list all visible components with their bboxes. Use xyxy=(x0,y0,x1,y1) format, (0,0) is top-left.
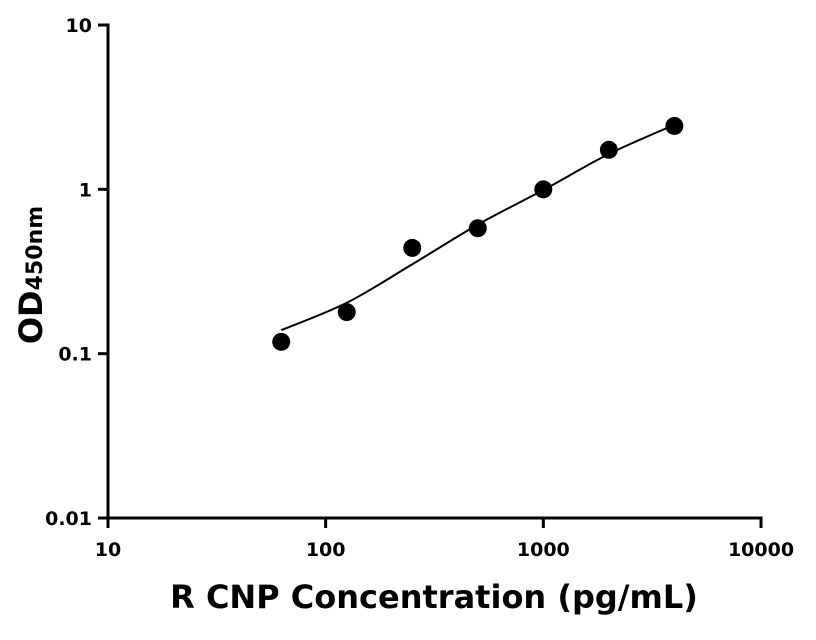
x-tick-label: 100 xyxy=(306,539,346,561)
y-axis-title-group: OD450nm xyxy=(12,206,50,344)
x-tick-label: 1000 xyxy=(517,539,570,561)
data-point xyxy=(468,219,487,238)
data-point xyxy=(337,303,356,322)
y-tick-label: 1 xyxy=(79,179,92,201)
y-tick-label: 10 xyxy=(66,15,92,37)
y-tick-label: 0.01 xyxy=(45,508,92,530)
y-axis-title-main: OD xyxy=(12,290,50,344)
data-point xyxy=(272,332,291,351)
y-axis-title-subscript: 450nm xyxy=(23,206,48,291)
data-point xyxy=(403,238,422,257)
y-axis-title: OD450nm xyxy=(12,206,50,344)
x-tick-label: 10 xyxy=(95,539,121,561)
data-point xyxy=(599,140,618,159)
x-axis-title: R CNP Concentration (pg/mL) xyxy=(170,578,698,616)
y-tick-label: 0.1 xyxy=(58,344,92,366)
x-tick-label: 10000 xyxy=(728,539,794,561)
data-point xyxy=(534,180,553,199)
data-point xyxy=(665,116,684,135)
